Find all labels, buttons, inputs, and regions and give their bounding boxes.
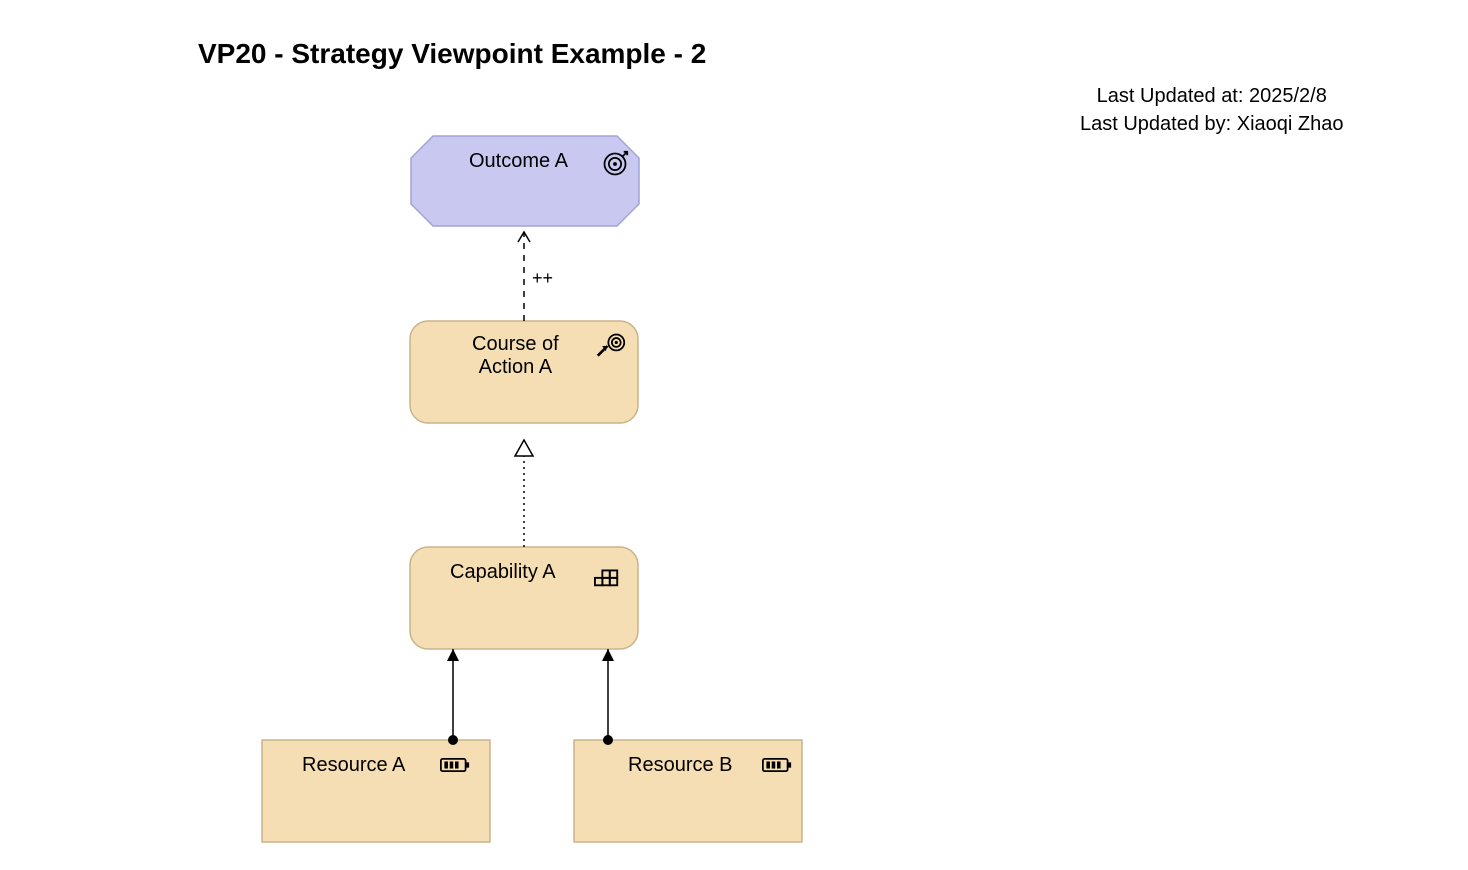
capability-icon <box>594 563 620 594</box>
edge-label-influence: ++ <box>532 268 553 289</box>
target-icon <box>601 150 629 183</box>
node-label: Capability A <box>450 561 556 584</box>
node-resource-a[interactable]: Resource A <box>262 740 490 842</box>
node-capability-a[interactable]: Capability A <box>410 547 638 649</box>
battery-icon <box>762 756 792 779</box>
meta-block: Last Updated at: 2025/2/8 Last Updated b… <box>1080 82 1344 138</box>
diagram-title: VP20 - Strategy Viewpoint Example - 2 <box>198 38 706 70</box>
node-resource-b[interactable]: Resource B <box>574 740 802 842</box>
arrow-target-icon <box>596 331 626 366</box>
node-course-of-action-a[interactable]: Course of Action A <box>410 321 638 423</box>
node-outcome-a[interactable]: Outcome A <box>411 136 639 226</box>
node-label: Resource A <box>302 754 405 777</box>
battery-icon <box>440 756 470 779</box>
node-label: Course of Action A <box>472 333 559 379</box>
node-label: Outcome A <box>469 150 568 173</box>
node-label: Resource B <box>628 754 733 777</box>
meta-updated-at: Last Updated at: 2025/2/8 <box>1080 82 1344 110</box>
meta-updated-by: Last Updated by: Xiaoqi Zhao <box>1080 110 1344 138</box>
